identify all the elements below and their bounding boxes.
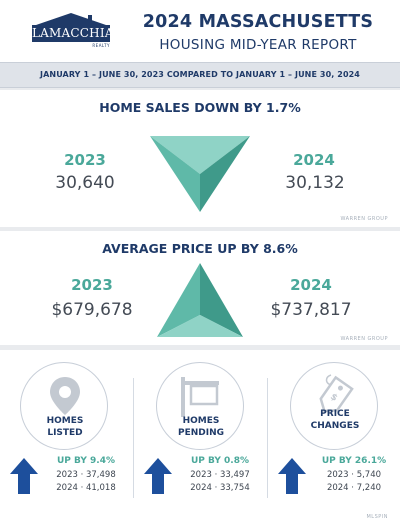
homes-pending-2023: 2023 · 33,497 <box>190 470 250 480</box>
svg-text:$: $ <box>328 392 339 404</box>
homes-pending-label-2: PENDING <box>177 428 224 438</box>
home-sales-value-2023: 30,640 <box>55 173 115 193</box>
homes-listed-label-2: LISTED <box>47 428 83 438</box>
price-changes-label-1: PRICE <box>320 409 350 419</box>
homes-pending-2024: 2024 · 33,754 <box>190 483 250 493</box>
homes-listed-badge: HOMES LISTED <box>20 362 108 450</box>
price-changes-2023: 2023 · 5,740 <box>326 470 382 480</box>
up-arrow-icon <box>278 458 306 494</box>
up-arrow-icon <box>144 458 172 494</box>
homes-listed-2023: 2023 · 37,498 <box>56 470 116 480</box>
home-sales-source: WARREN GROUP <box>340 216 388 222</box>
report-header: LAMACCHIA REALTY 2024 MASSACHUSETTS HOUS… <box>0 0 400 62</box>
average-price-panel: AVERAGE PRICE UP BY 8.6% 2023 $679,678 2… <box>0 231 400 345</box>
up-triangle-icon <box>157 263 243 337</box>
price-changes-label-2: CHANGES <box>310 421 360 431</box>
column-divider <box>133 378 134 498</box>
price-changes-badge: $ PRICE CHANGES <box>290 362 378 450</box>
up-arrow-icon <box>10 458 38 494</box>
price-changes-stat: $ PRICE CHANGES UP BY 26.1% 2023 · 5,740… <box>268 350 400 524</box>
logo-wordmark: LAMACCHIA <box>32 25 114 42</box>
logo-subtext: REALTY <box>92 43 110 48</box>
homes-pending-stat: HOMES PENDING UP BY 0.8% 2023 · 33,497 2… <box>134 350 267 524</box>
listing-stats-panel: HOMES LISTED UP BY 9.4% 2023 · 37,498 20… <box>0 350 400 524</box>
home-sales-year-2023: 2023 <box>64 151 106 169</box>
average-price-value-2023: $679,678 <box>51 300 133 320</box>
price-changes-2024: 2024 · 7,240 <box>326 483 382 493</box>
average-price-year-2023: 2023 <box>71 276 113 294</box>
house-roof-icon <box>36 13 106 25</box>
home-sales-year-2024: 2024 <box>293 151 335 169</box>
homes-listed-label-1: HOMES <box>46 416 84 426</box>
homes-listed-2024: 2024 · 41,018 <box>56 483 116 493</box>
price-tag-icon: $ <box>319 374 354 413</box>
homes-pending-badge: HOMES PENDING <box>156 362 244 450</box>
column-divider <box>267 378 268 498</box>
date-range-banner: JANUARY 1 – JUNE 30, 2023 COMPARED TO JA… <box>0 62 400 88</box>
homes-listed-stat: HOMES LISTED UP BY 9.4% 2023 · 37,498 20… <box>0 350 133 524</box>
homes-listed-change: UP BY 9.4% <box>56 456 116 466</box>
map-pin-icon <box>50 377 80 415</box>
home-sales-panel: HOME SALES DOWN BY 1.7% 2023 30,640 2024… <box>0 90 400 227</box>
average-price-value-2024: $737,817 <box>270 300 352 320</box>
stats-source: MLSPIN <box>366 514 388 520</box>
homes-pending-label-1: HOMES <box>182 416 220 426</box>
average-price-source: WARREN GROUP <box>340 336 388 342</box>
for-sale-sign-icon <box>181 377 219 417</box>
report-subtitle: HOUSING MID-YEAR REPORT <box>159 37 357 53</box>
price-changes-change: UP BY 26.1% <box>321 456 387 466</box>
home-sales-heading: HOME SALES DOWN BY 1.7% <box>99 100 301 115</box>
home-sales-value-2024: 30,132 <box>285 173 345 193</box>
lamacchia-logo: LAMACCHIA REALTY <box>30 12 114 52</box>
report-title: 2024 MASSACHUSETTS <box>142 12 374 32</box>
down-triangle-icon <box>150 136 250 212</box>
average-price-year-2024: 2024 <box>290 276 332 294</box>
average-price-heading: AVERAGE PRICE UP BY 8.6% <box>102 241 298 256</box>
homes-pending-change: UP BY 0.8% <box>190 456 250 466</box>
